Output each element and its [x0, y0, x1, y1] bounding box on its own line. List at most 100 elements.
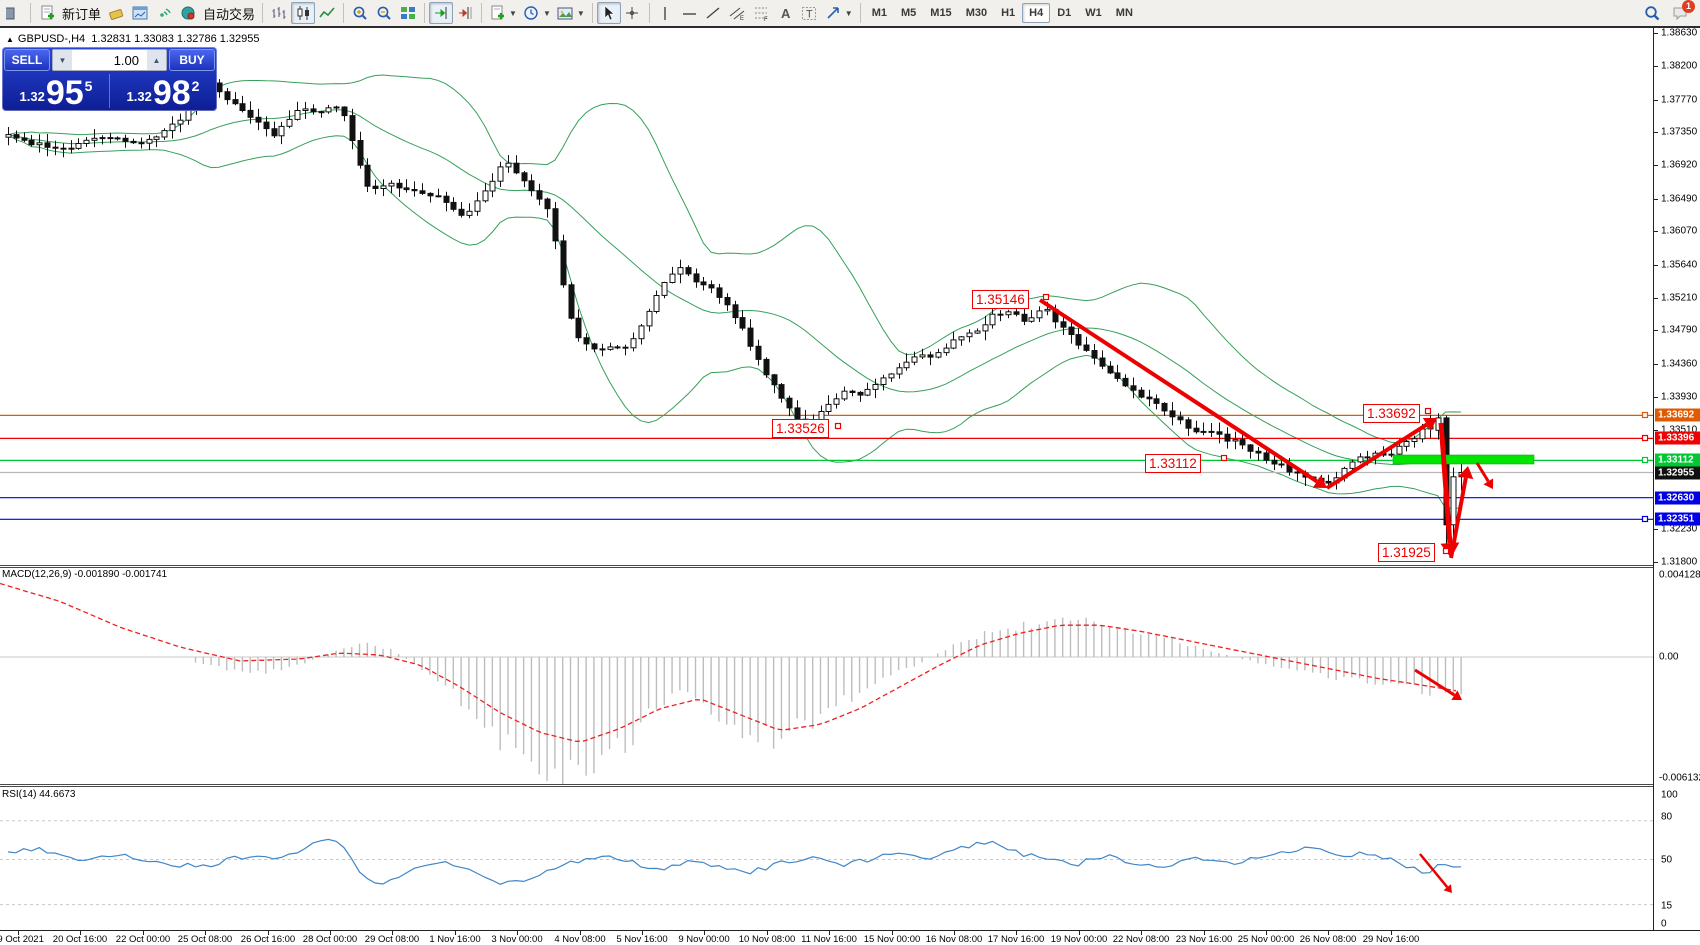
dropdown-caret-icon[interactable]: ▼ [844, 8, 853, 18]
sell-price[interactable]: 1.32 95 5 [4, 72, 108, 110]
volume-decrease-button[interactable]: ▼ [53, 50, 72, 70]
price-annotation-label[interactable]: 1.35146 [972, 290, 1029, 309]
price-level-label[interactable]: 1.32630 [1655, 491, 1700, 505]
templates-button[interactable]: ▼ [486, 2, 520, 24]
line-chart-button[interactable] [315, 2, 339, 24]
pane-separator-rsi[interactable] [0, 784, 1653, 787]
price-chart[interactable] [0, 28, 1653, 930]
time-tick-mark [1266, 931, 1267, 935]
new-order-button-label[interactable]: 新订单 [62, 6, 102, 22]
price-annotation-label[interactable]: 1.31925 [1378, 543, 1435, 562]
tf-h4-button[interactable]: H4 [1022, 3, 1051, 23]
signals-button[interactable] [152, 2, 176, 24]
time-tick-mark [80, 931, 81, 935]
price-level-label[interactable]: 1.33112 [1655, 453, 1700, 467]
volume-increase-button[interactable]: ▲ [147, 50, 166, 70]
price-level-label[interactable]: 1.33396 [1655, 431, 1700, 445]
time-axis[interactable]: 19 Oct 2021 20 Oct 16:00 22 Oct 00:00 25 Oc… [0, 930, 1700, 945]
autotrading-button[interactable] [176, 2, 200, 24]
chart-shift-button[interactable] [453, 2, 477, 24]
text-button[interactable]: A [774, 2, 798, 24]
object-anchor-handle[interactable] [1641, 411, 1649, 419]
fibonacci-button[interactable]: F [750, 2, 774, 24]
price-level-label[interactable]: 1.33692 [1655, 408, 1700, 422]
macd-tick-label: 0.004128 [1659, 569, 1700, 581]
zoom-out-button[interactable] [372, 2, 396, 24]
price-axis[interactable]: 1.38630 1.38200 1.37770 1.37350 1.36920 1.364… [1653, 28, 1700, 930]
time-tick-label: 29 Oct 08:00 [364, 934, 420, 945]
tf-mn-button[interactable]: MN [1115, 7, 1133, 19]
eraser-icon [108, 5, 125, 22]
bar-chart-button[interactable] [267, 2, 291, 24]
pane-separator-macd[interactable] [0, 565, 1653, 568]
equidistant-channel-button[interactable]: E [726, 2, 750, 24]
search-button[interactable] [1640, 2, 1664, 24]
new-order-button[interactable] [35, 2, 59, 24]
chart-fragment-icon[interactable] [2, 2, 26, 24]
price-annotation-label[interactable]: 1.33692 [1363, 404, 1420, 423]
chart-window: ▲ GBPUSD-,H4 1.32831 1.33083 1.32786 1.32… [0, 28, 1700, 945]
autotrading-button-label[interactable]: 自动交易 [203, 6, 256, 22]
volume-value[interactable]: 1.00 [113, 52, 139, 68]
candles-layer [5, 74, 1465, 552]
sell-button[interactable]: SELL [4, 49, 50, 71]
green-highlight-zone[interactable] [1392, 454, 1535, 465]
object-anchor-handle[interactable] [1641, 456, 1649, 464]
period-button[interactable]: ▼ [520, 2, 554, 24]
trend-arrows[interactable] [834, 293, 1649, 894]
text-label-button[interactable]: T [798, 2, 822, 24]
buy-button[interactable]: BUY [169, 49, 215, 71]
candlestick-chart-button[interactable] [291, 2, 316, 24]
object-anchor-handle[interactable] [1042, 293, 1050, 301]
one-click-trading-panel: SELL ▼ 1.00 ▲ BUY 1.32 95 5 1.32 98 2 [2, 47, 217, 111]
buy-price[interactable]: 1.32 98 2 [111, 72, 215, 110]
arrows-button[interactable]: ▼ [822, 2, 856, 24]
sell-price-prefix: 1.32 [19, 89, 45, 104]
tf-m15-button[interactable]: M15 [930, 7, 952, 19]
object-anchor-handle[interactable] [1442, 547, 1450, 555]
volume-field[interactable]: ▼ 1.00 ▲ [52, 49, 167, 71]
time-tick-label: 23 Nov 16:00 [1175, 934, 1233, 945]
auto-scroll-button[interactable] [429, 2, 454, 24]
object-anchor-handle[interactable] [834, 422, 842, 430]
time-tick-mark [205, 931, 206, 935]
trendline-button[interactable] [702, 2, 726, 24]
price-level-label[interactable]: 1.32351 [1655, 512, 1700, 526]
crosshair-button[interactable] [621, 2, 645, 24]
tf-m30-button[interactable]: M30 [965, 7, 988, 19]
chart-image-button[interactable]: ▼ [554, 2, 588, 24]
cursor-button[interactable] [596, 2, 621, 24]
object-anchor-handle[interactable] [1424, 407, 1432, 415]
toolbar-separator [859, 3, 861, 23]
time-tick-mark [954, 931, 955, 935]
price-annotation-label[interactable]: 1.33112 [1145, 454, 1201, 473]
tile-windows-button[interactable] [396, 2, 420, 24]
tf-m1-button[interactable]: M1 [871, 7, 887, 19]
dropdown-caret-icon[interactable]: ▼ [576, 8, 585, 18]
dropdown-caret-icon[interactable]: ▼ [542, 8, 551, 18]
vertical-line-button[interactable] [654, 2, 678, 24]
horizontal-level-lines[interactable] [0, 414, 1653, 520]
price-annotation-label[interactable]: 1.33526 [772, 419, 829, 438]
dropdown-caret-icon[interactable]: ▼ [509, 8, 517, 18]
tf-d1-button[interactable]: D1 [1057, 7, 1072, 19]
notifications-button[interactable]: 1 [1668, 0, 1695, 24]
price-tick-mark [1654, 330, 1658, 331]
tf-m5-button[interactable]: M5 [901, 7, 917, 19]
rsi-tick-label: 0 [1661, 918, 1667, 930]
object-anchor-handle[interactable] [1220, 454, 1228, 462]
object-anchor-handle[interactable] [1641, 434, 1649, 442]
tf-w1-button[interactable]: W1 [1085, 7, 1102, 19]
price-tick-mark [1654, 33, 1658, 34]
new-chart-button[interactable] [128, 2, 152, 24]
market-watch-button[interactable] [104, 2, 128, 24]
horizontal-line-button[interactable] [678, 2, 702, 24]
price-level-label[interactable]: 1.32955 [1655, 466, 1700, 480]
zoom-in-button[interactable] [348, 2, 372, 24]
price-tick-label: 1.33510 [1661, 424, 1698, 436]
price-tick-mark [1654, 298, 1658, 299]
object-anchor-handle[interactable] [1641, 515, 1649, 523]
tf-h1-button[interactable]: H1 [1001, 7, 1016, 19]
time-tick-mark [767, 931, 768, 935]
